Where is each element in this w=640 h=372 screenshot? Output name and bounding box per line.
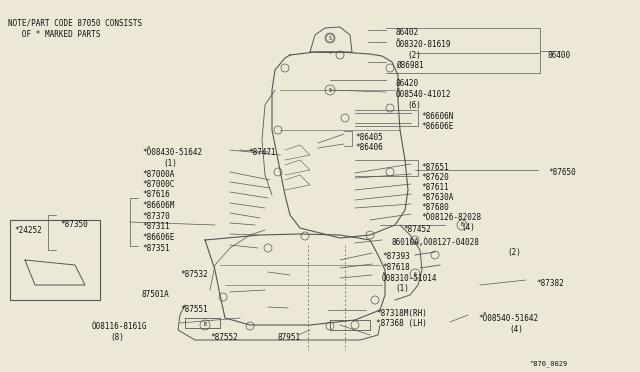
Text: 86010A,Ò08127-04028: 86010A,Ò08127-04028 — [392, 238, 480, 247]
Text: *87318M(RH): *87318M(RH) — [376, 309, 427, 318]
Text: *86606E: *86606E — [421, 122, 453, 131]
Text: *87618: *87618 — [382, 263, 410, 272]
Text: Õ08320-81619: Õ08320-81619 — [396, 40, 451, 49]
Text: *87351: *87351 — [142, 244, 170, 253]
Text: S: S — [328, 35, 332, 41]
Text: *Õ08430-51642: *Õ08430-51642 — [142, 148, 202, 157]
Text: 86400: 86400 — [548, 51, 571, 60]
Text: *87620: *87620 — [421, 173, 449, 182]
Text: ^870_0029: ^870_0029 — [530, 360, 568, 367]
Text: Õ08310-51014: Õ08310-51014 — [382, 274, 438, 283]
Text: *87651: *87651 — [421, 163, 449, 172]
Text: *Õ08540-51642: *Õ08540-51642 — [478, 314, 538, 323]
Text: 87951: 87951 — [278, 333, 301, 342]
Text: *86406: *86406 — [355, 143, 383, 152]
Text: Ø86981: Ø86981 — [396, 61, 424, 70]
Text: 87501A: 87501A — [142, 290, 170, 299]
Text: (2): (2) — [507, 248, 521, 257]
Text: S: S — [413, 272, 417, 276]
Text: OF * MARKED PARTS: OF * MARKED PARTS — [8, 30, 100, 39]
Text: *86606M: *86606M — [142, 201, 174, 210]
Text: *87311: *87311 — [142, 222, 170, 231]
Text: (1): (1) — [163, 159, 177, 168]
Text: *87630A: *87630A — [421, 193, 453, 202]
Text: *87650: *87650 — [548, 168, 576, 177]
Text: *87350: *87350 — [60, 220, 88, 229]
Text: *87552: *87552 — [210, 333, 237, 342]
Text: *87551: *87551 — [180, 305, 208, 314]
Text: NOTE/PART CODE 87050 CONSISTS: NOTE/PART CODE 87050 CONSISTS — [8, 18, 142, 27]
Text: *87000C: *87000C — [142, 180, 174, 189]
Text: (2): (2) — [407, 51, 421, 60]
Text: B: B — [204, 323, 207, 327]
Text: *87370: *87370 — [142, 212, 170, 221]
Text: 86420: 86420 — [396, 79, 419, 88]
Text: *86405: *86405 — [355, 133, 383, 142]
Text: (1): (1) — [395, 284, 409, 293]
Text: *87471: *87471 — [248, 148, 276, 157]
Text: Ò08116-8161G: Ò08116-8161G — [92, 322, 147, 331]
Text: (6): (6) — [407, 101, 421, 110]
Text: (4): (4) — [509, 325, 523, 334]
Text: (8): (8) — [110, 333, 124, 342]
Text: *87000A: *87000A — [142, 170, 174, 179]
Text: *87368 (LH): *87368 (LH) — [376, 319, 427, 328]
Text: *86606E: *86606E — [142, 233, 174, 242]
Text: *87616: *87616 — [142, 190, 170, 199]
Text: *87680: *87680 — [421, 203, 449, 212]
Text: S: S — [328, 87, 332, 93]
Text: *Ò08126-82028: *Ò08126-82028 — [421, 213, 481, 222]
Text: *87452: *87452 — [403, 225, 431, 234]
Bar — [10, 220, 100, 300]
Text: *86606N: *86606N — [421, 112, 453, 121]
Text: B: B — [461, 222, 463, 228]
Text: *87382: *87382 — [536, 279, 564, 288]
Text: *87393: *87393 — [382, 252, 410, 261]
Text: (4): (4) — [461, 223, 475, 232]
Text: 86402: 86402 — [396, 28, 419, 37]
Text: *87532: *87532 — [180, 270, 208, 279]
Text: Õ08540-41012: Õ08540-41012 — [396, 90, 451, 99]
Text: *87611: *87611 — [421, 183, 449, 192]
Text: *24252: *24252 — [14, 226, 42, 235]
